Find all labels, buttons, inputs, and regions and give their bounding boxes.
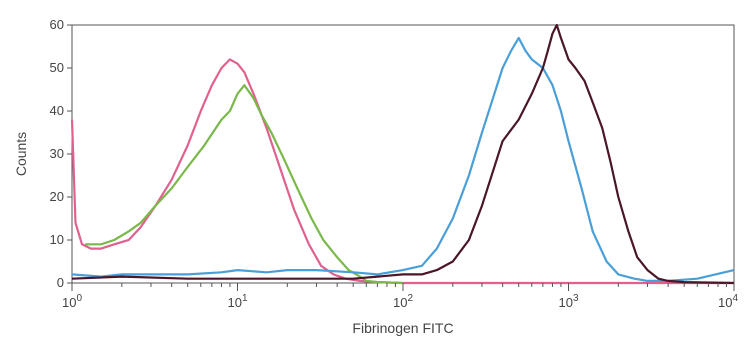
- x-tick-label: 100: [62, 293, 82, 310]
- series-line-3: [71, 36, 735, 282]
- x-axis-ticks: 100 101 102 103 104: [62, 283, 738, 310]
- plot-frame: [71, 24, 735, 284]
- y-tick-label: 60: [50, 17, 64, 32]
- x-axis-label: Fibrinogen FITC: [352, 320, 453, 336]
- y-axis-ticks: 0 10 20 30 40 50 60: [50, 17, 72, 290]
- y-tick-label: 0: [57, 275, 64, 290]
- x-tick-label: 102: [393, 293, 413, 310]
- series-line-2: [85, 84, 404, 285]
- y-tick-label: 30: [50, 146, 64, 161]
- y-axis-label: Counts: [13, 132, 29, 176]
- x-tick-label: 103: [558, 293, 578, 310]
- series-line-4: [71, 23, 735, 285]
- series-layer: [70, 23, 735, 285]
- y-tick-label: 40: [50, 103, 64, 118]
- x-tick-label: 101: [227, 293, 247, 310]
- y-tick-label: 20: [50, 189, 64, 204]
- y-tick-label: 50: [50, 60, 64, 75]
- y-tick-label: 10: [50, 232, 64, 247]
- x-tick-label: 104: [718, 293, 738, 310]
